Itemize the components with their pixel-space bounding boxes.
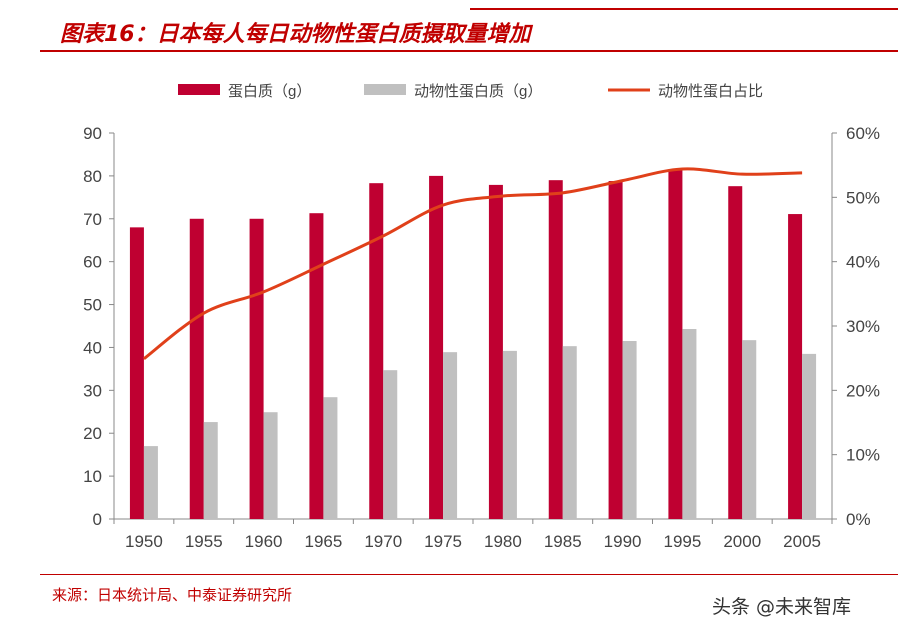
right-tick-label: 50% bbox=[846, 188, 880, 207]
right-tick-label: 60% bbox=[846, 124, 880, 143]
bar-animal-protein bbox=[263, 412, 278, 519]
legend-label: 动物性蛋白占比 bbox=[658, 83, 763, 100]
bar-animal-protein bbox=[622, 341, 637, 519]
left-tick-label: 30 bbox=[83, 381, 102, 400]
bar-protein bbox=[548, 180, 563, 519]
bar-protein bbox=[309, 213, 324, 520]
x-tick-label: 2005 bbox=[783, 532, 821, 551]
x-tick-label: 1960 bbox=[245, 532, 283, 551]
bar-protein bbox=[668, 169, 683, 519]
bar-animal-protein bbox=[802, 353, 817, 519]
legend-swatch bbox=[364, 84, 406, 95]
right-tick-label: 10% bbox=[846, 446, 880, 465]
bar-animal-protein bbox=[562, 346, 577, 519]
legend-label: 动物性蛋白质（g） bbox=[414, 83, 542, 100]
bar-protein bbox=[788, 214, 803, 519]
bar-protein bbox=[608, 181, 623, 519]
bar-animal-protein bbox=[443, 352, 458, 519]
right-tick-label: 40% bbox=[846, 253, 880, 272]
x-tick-label: 1985 bbox=[544, 532, 582, 551]
x-tick-label: 2000 bbox=[723, 532, 761, 551]
x-tick-label: 1980 bbox=[484, 532, 522, 551]
x-tick-label: 1955 bbox=[185, 532, 223, 551]
chart-title: 图表16：日本每人每日动物性蛋白质摄取量增加 bbox=[60, 22, 531, 47]
legend-swatch bbox=[178, 84, 220, 95]
bar-protein bbox=[189, 218, 204, 519]
x-tick-label: 1990 bbox=[604, 532, 642, 551]
bar-animal-protein bbox=[682, 329, 697, 519]
left-tick-label: 80 bbox=[83, 167, 102, 186]
footer-rule bbox=[40, 574, 898, 575]
right-tick-label: 20% bbox=[846, 381, 880, 400]
right-tick-label: 0% bbox=[846, 510, 871, 529]
bar-animal-protein bbox=[742, 340, 757, 519]
left-tick-label: 10 bbox=[83, 467, 102, 486]
source-note: 来源：日本统计局、中泰证券研究所 bbox=[52, 586, 293, 604]
x-tick-label: 1965 bbox=[305, 532, 343, 551]
left-tick-label: 60 bbox=[83, 253, 102, 272]
x-tick-label: 1975 bbox=[424, 532, 462, 551]
left-tick-label: 50 bbox=[83, 296, 102, 315]
bar-protein bbox=[249, 218, 264, 519]
bar-protein bbox=[429, 175, 444, 519]
watermark: 头条 @未来智库 bbox=[712, 596, 852, 618]
title-rule bbox=[40, 50, 898, 52]
bar-protein bbox=[369, 183, 384, 519]
left-tick-label: 70 bbox=[83, 210, 102, 229]
left-tick-label: 40 bbox=[83, 338, 102, 357]
bar-animal-protein bbox=[143, 446, 158, 519]
left-tick-label: 20 bbox=[83, 424, 102, 443]
bar-protein bbox=[728, 186, 743, 519]
top-rule bbox=[470, 8, 898, 10]
legend-label: 蛋白质（g） bbox=[228, 83, 311, 100]
line-animal-protein-share bbox=[143, 167, 803, 361]
bar-protein bbox=[488, 184, 503, 519]
bar-animal-protein bbox=[323, 397, 338, 519]
left-tick-label: 90 bbox=[83, 124, 102, 143]
bar-animal-protein bbox=[502, 350, 517, 519]
bar-protein bbox=[129, 227, 144, 519]
right-tick-label: 30% bbox=[846, 317, 880, 336]
left-tick-label: 0 bbox=[93, 510, 102, 529]
x-tick-label: 1970 bbox=[364, 532, 402, 551]
bar-animal-protein bbox=[203, 422, 218, 519]
bar-animal-protein bbox=[383, 370, 398, 519]
x-tick-label: 1995 bbox=[664, 532, 702, 551]
chart: 0 10 20 30 40 50 60 70 80 90 0% 10% 20% 30% 40% 50% 60% 1… bbox=[83, 83, 880, 551]
x-tick-label: 1950 bbox=[125, 532, 163, 551]
